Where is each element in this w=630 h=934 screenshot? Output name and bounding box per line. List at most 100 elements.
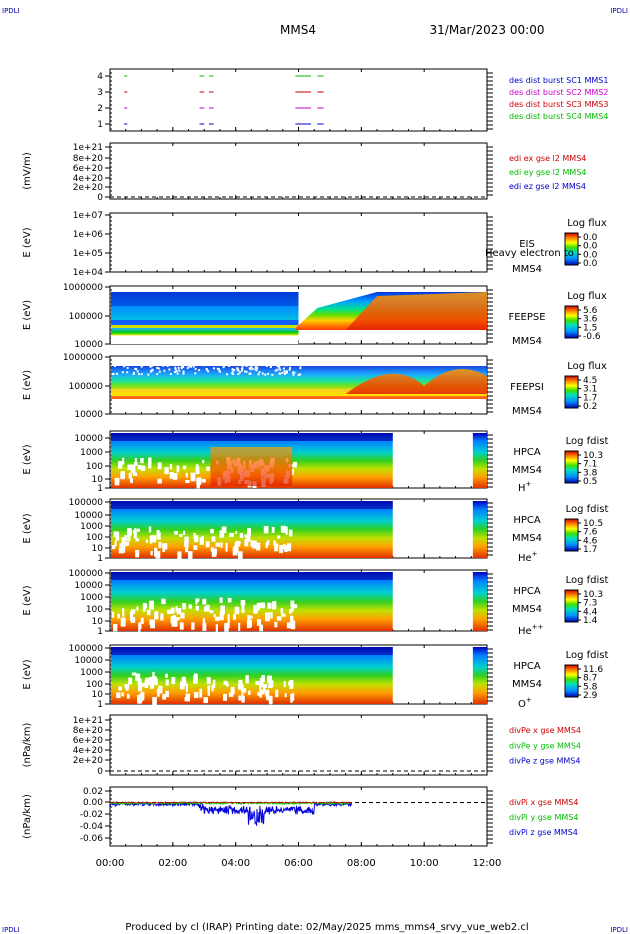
feepsi-gap — [250, 366, 253, 369]
feepsi-gap — [118, 363, 121, 366]
feepsi-gap — [126, 362, 129, 365]
hpca-gap — [215, 624, 218, 633]
feepsi-gap — [262, 363, 265, 366]
hpca-gap — [149, 600, 154, 610]
colorbar-tick-label-eis: 0.0 — [583, 259, 598, 269]
feepsi-gap — [175, 370, 178, 373]
colorbar-eis — [564, 232, 579, 266]
hpca-gap — [256, 619, 262, 626]
feepsi-gap — [126, 371, 129, 374]
feepsi-gap — [284, 371, 287, 374]
hpca-gap — [291, 468, 294, 476]
feepsi-gap — [292, 373, 295, 376]
hpca-gap — [246, 534, 251, 542]
hpca-gap — [165, 690, 169, 698]
hpca-gap — [152, 671, 155, 678]
feepsi-gap — [286, 370, 289, 373]
hpca-gap — [227, 619, 230, 629]
hpca-gap — [267, 602, 272, 609]
ytick-label-hpca_he: 1 — [97, 554, 103, 564]
ytick-label-eis: 1e+06 — [73, 230, 104, 240]
feepsi-gap — [189, 363, 192, 366]
feepsi-gap — [233, 363, 236, 366]
feepsi-gap — [236, 367, 239, 370]
hpca-gap — [234, 541, 238, 550]
hpca-gap — [261, 689, 265, 695]
hpca-top-band — [111, 433, 393, 441]
spacecraft-label-feepse: MMS4 — [512, 336, 542, 347]
feepse-lowE-band — [111, 320, 299, 328]
ytick-label-hpca_hepp: 1000 — [80, 593, 103, 603]
hpca-gap — [141, 682, 145, 687]
feepsi-gap — [174, 366, 177, 369]
hpca-gap — [199, 688, 203, 698]
hpca-gap — [262, 684, 268, 689]
feepsi-gap — [188, 365, 191, 368]
hpca-gap — [273, 540, 276, 546]
hpca-late-spectrogram — [472, 647, 487, 704]
hpca-gap — [133, 531, 137, 539]
ytick-label-hpca_he: 1000 — [80, 522, 103, 532]
legend-divpe: divPe y gse MMS4 — [509, 741, 581, 750]
feepsi-gap — [222, 366, 225, 369]
hpca-gap — [279, 544, 284, 553]
feepsi-gap — [255, 369, 258, 372]
hpca-gap — [124, 541, 130, 546]
feepsi-gap — [254, 366, 257, 369]
feepsi-gap — [217, 368, 220, 371]
feepsi-gap — [150, 370, 153, 373]
hpca-gap — [291, 692, 294, 700]
colorbar-title-eis: Log flux — [567, 218, 607, 229]
hpca-gap — [114, 540, 117, 547]
ylabel-eis: E (eV) — [22, 227, 33, 257]
feepsi-gap — [192, 365, 195, 368]
divpi-x-series — [109, 801, 352, 804]
legend-burst: des dist burst SC4 MMS4 — [509, 112, 608, 121]
hpca-gap — [125, 687, 129, 691]
colorbar-feepsi — [564, 375, 579, 409]
ylabel-divpi: (nPa/km) — [22, 794, 33, 839]
feepsi-gap — [126, 366, 129, 369]
hpca-gap — [164, 467, 169, 475]
header-spacecraft: MMS4 — [280, 23, 316, 37]
feepsi-gap — [112, 362, 115, 365]
xtick-label: 12:00 — [473, 858, 502, 869]
colorbar-tick-label-hpca_h: 3.8 — [583, 468, 598, 478]
hpca-gap — [203, 697, 209, 704]
hpca-gap — [158, 541, 162, 548]
ytick-label-edi: 1e+21 — [73, 143, 103, 153]
hpca-gap — [265, 615, 268, 620]
feepsi-gap — [245, 370, 248, 373]
feepsi-gap — [285, 371, 288, 374]
hpca-gap — [118, 547, 124, 554]
hpca-gap — [120, 471, 125, 480]
hpca-gap — [127, 528, 131, 537]
ytick-label-hpca_o: 100 — [86, 680, 103, 690]
panel-frame-divpe — [109, 714, 488, 776]
hpca-gap — [227, 614, 230, 623]
instrument-label-hpca_o: HPCA — [513, 661, 541, 672]
colorbar-title-hpca_he: Log fdist — [566, 504, 609, 515]
hpca-gap — [119, 543, 125, 548]
hpca-gap — [172, 472, 178, 480]
hpca-gap — [179, 622, 184, 630]
hpca-gap — [184, 536, 189, 545]
hpca-gap — [256, 542, 261, 551]
hpca-gap — [263, 526, 269, 534]
hpca-gap — [207, 688, 210, 696]
colorbar-tick-label-feepsi: 0.2 — [583, 402, 597, 412]
spacecraft-label-feepsi: MMS4 — [512, 406, 542, 417]
ytick-label-eis: 1e+04 — [73, 268, 104, 278]
hpca-gap — [141, 465, 146, 471]
xtick-label: 00:00 — [96, 858, 125, 869]
hpca-gap — [284, 693, 287, 698]
feepsi-gap — [278, 372, 281, 375]
feepsi-gap — [148, 363, 151, 366]
hpca-gap — [211, 684, 214, 692]
feepsi-gap — [226, 373, 229, 376]
hpca-gap — [206, 466, 210, 471]
ytick-label-feepsi: 10000 — [74, 410, 103, 420]
colorbar-tick-label-feepse: 5.6 — [583, 306, 598, 316]
hpca-gap — [221, 526, 227, 534]
